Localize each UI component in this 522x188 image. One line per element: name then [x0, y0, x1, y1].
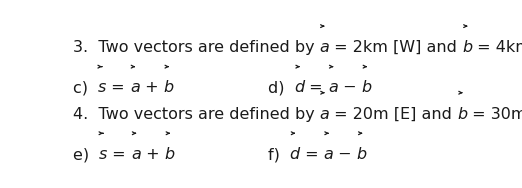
- Text: = 4km [S]. Determine:: = 4km [S]. Determine:: [472, 40, 522, 55]
- Text: s: s: [99, 147, 108, 162]
- Text: f): f): [267, 147, 290, 162]
- Text: b: b: [164, 147, 175, 162]
- Text: +: +: [141, 147, 164, 162]
- Text: +: +: [140, 80, 163, 96]
- Text: a: a: [324, 147, 333, 162]
- Text: b: b: [163, 80, 173, 96]
- Text: d): d): [267, 80, 294, 96]
- Text: d: d: [294, 80, 304, 96]
- Text: b: b: [462, 40, 472, 55]
- Text: = 2km [W] and: = 2km [W] and: [329, 40, 462, 55]
- Text: s: s: [98, 80, 106, 96]
- Text: e): e): [73, 147, 99, 162]
- Text: =: =: [304, 80, 328, 96]
- Text: 4.  Two vectors are defined by: 4. Two vectors are defined by: [73, 107, 319, 121]
- Text: a: a: [319, 107, 329, 121]
- Text: a: a: [328, 80, 338, 96]
- Text: −: −: [333, 147, 357, 162]
- Text: = 20m [E] and: = 20m [E] and: [329, 107, 457, 121]
- Text: =: =: [106, 80, 130, 96]
- Text: d: d: [290, 147, 300, 162]
- Text: b: b: [357, 147, 367, 162]
- Text: c): c): [73, 80, 98, 96]
- Text: b: b: [457, 107, 467, 121]
- Text: =: =: [300, 147, 324, 162]
- Text: b: b: [362, 80, 372, 96]
- Text: −: −: [338, 80, 362, 96]
- Text: a: a: [319, 40, 329, 55]
- Text: a: a: [130, 80, 140, 96]
- Text: 3.  Two vectors are defined by: 3. Two vectors are defined by: [73, 40, 319, 55]
- Text: a: a: [131, 147, 141, 162]
- Text: = 30m [150°]. Determine:: = 30m [150°]. Determine:: [467, 107, 522, 121]
- Text: =: =: [108, 147, 131, 162]
